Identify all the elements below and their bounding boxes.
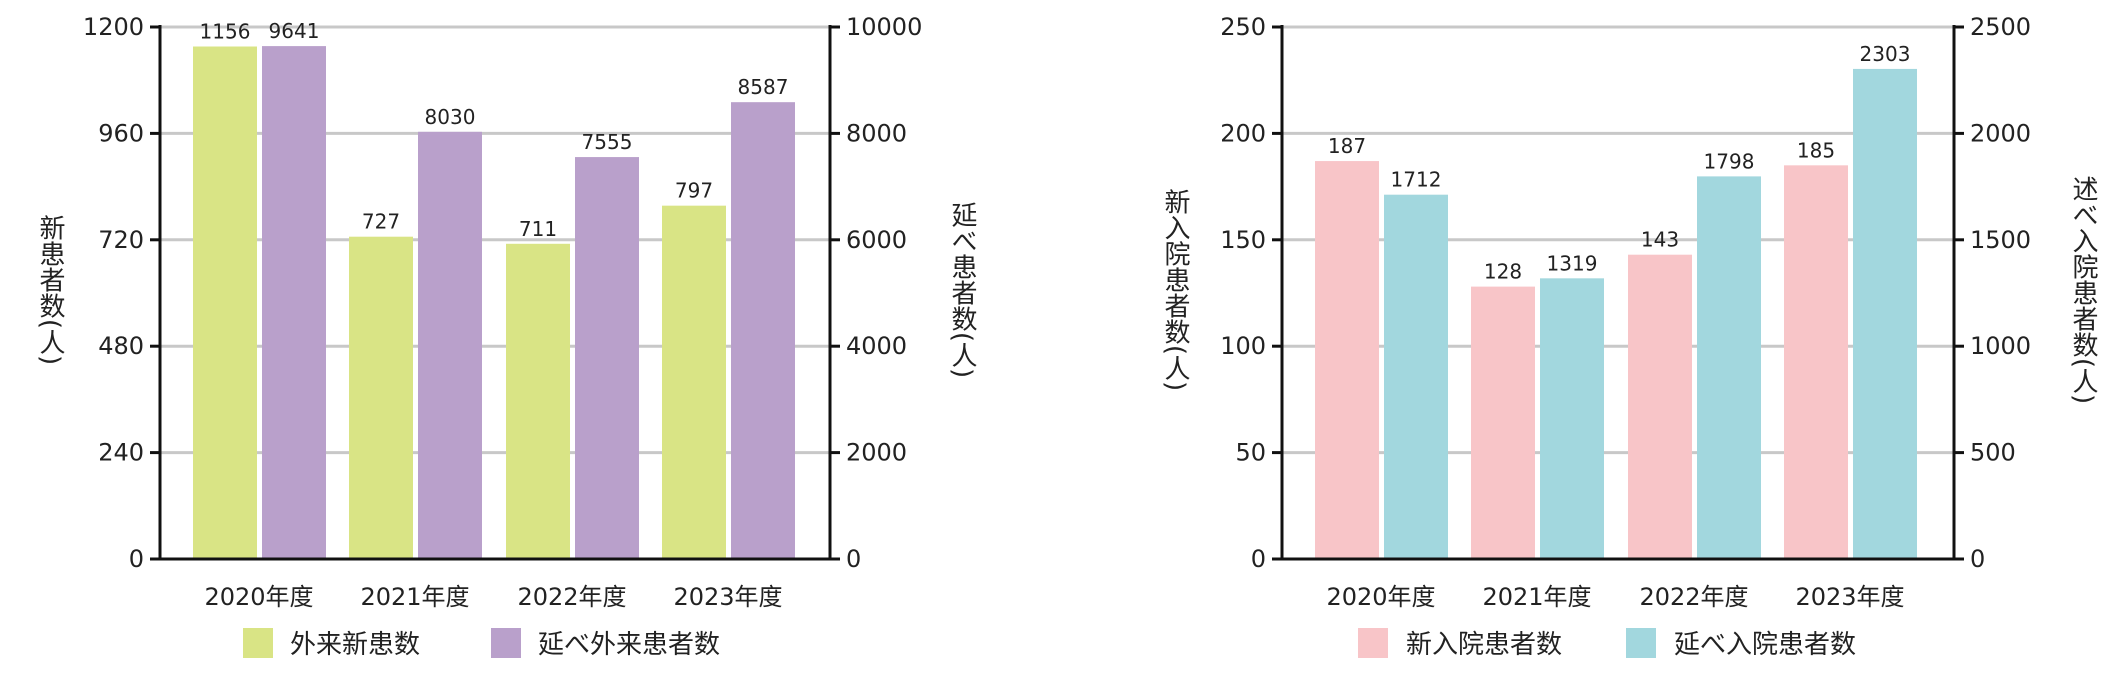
tick-label-left: 0 (129, 545, 144, 573)
tick-label-left: 100 (1220, 332, 1266, 360)
bar-primary (1315, 161, 1379, 559)
tick-label-right: 500 (1970, 439, 2016, 467)
tick-label-right: 4000 (846, 332, 907, 360)
bar-primary (349, 236, 413, 560)
tick-label-left: 250 (1220, 13, 1266, 41)
tick-label-left: 0 (1251, 545, 1266, 573)
legend-label: 外来新患数 (290, 630, 420, 660)
tick-label-left: 200 (1220, 119, 1266, 147)
bar-secondary (418, 131, 482, 559)
bar-primary (506, 243, 570, 560)
bar-primary (193, 46, 257, 560)
data-label: 1798 (1704, 149, 1755, 173)
category-label: 2022年度 (517, 583, 626, 611)
data-label: 8587 (738, 75, 789, 99)
tick-label-right: 1500 (1970, 226, 2031, 254)
tick-label-right: 1000 (1970, 332, 2031, 360)
category-label: 2023年度 (673, 583, 782, 611)
bar-primary (1628, 254, 1692, 560)
bar-secondary (731, 102, 795, 559)
data-label: 1319 (1547, 251, 1598, 275)
tick-label-left: 1200 (83, 13, 144, 41)
bar-secondary (1540, 278, 1604, 559)
category-label: 2020年度 (204, 583, 313, 611)
data-label: 711 (519, 217, 557, 241)
category-label: 2020年度 (1326, 583, 1435, 611)
category-label: 2023年度 (1795, 583, 1904, 611)
data-label: 797 (675, 179, 713, 203)
legend-label: 新入院患者数 (1406, 630, 1562, 660)
data-label: 187 (1328, 134, 1366, 158)
data-label: 2303 (1860, 42, 1911, 66)
bar-primary (662, 205, 726, 559)
legend-swatch (1626, 628, 1656, 658)
bar-secondary (575, 157, 639, 559)
tick-label-right: 2000 (1970, 119, 2031, 147)
y-axis-title-right: 述べ入院患者数(人) (2068, 176, 2098, 404)
data-label: 727 (362, 210, 400, 234)
tick-label-right: 0 (846, 545, 861, 573)
data-label: 1712 (1391, 168, 1442, 192)
tick-label-right: 0 (1970, 545, 1985, 573)
bar-secondary (262, 46, 326, 559)
category-label: 2021年度 (1482, 583, 1591, 611)
legend-swatch (1358, 628, 1388, 658)
legend-label: 延べ外来患者数 (538, 630, 720, 660)
tick-label-right: 8000 (846, 119, 907, 147)
data-label: 185 (1797, 138, 1835, 162)
legend-swatch (491, 628, 521, 658)
legend-swatch (243, 628, 273, 658)
bar-primary (1784, 165, 1848, 559)
tick-label-left: 50 (1235, 439, 1266, 467)
bar-secondary (1697, 176, 1761, 559)
data-label: 9641 (269, 19, 320, 43)
tick-label-right: 2000 (846, 439, 907, 467)
y-axis-title-left: 新入院患者数(人) (1160, 189, 1190, 391)
tick-label-left: 720 (98, 226, 144, 254)
tick-label-right: 6000 (846, 226, 907, 254)
category-label: 2021年度 (360, 583, 469, 611)
y-axis-title-left: 新患者数(人) (35, 215, 65, 365)
tick-label-left: 960 (98, 119, 144, 147)
data-label: 143 (1641, 228, 1679, 252)
data-label: 1156 (200, 20, 251, 44)
legend-label: 延べ入院患者数 (1674, 630, 1856, 660)
data-label: 8030 (425, 105, 476, 129)
tick-label-left: 240 (98, 439, 144, 467)
tick-label-left: 150 (1220, 226, 1266, 254)
category-label: 2022年度 (1639, 583, 1748, 611)
bar-primary (1471, 286, 1535, 559)
bar-secondary (1853, 68, 1917, 559)
data-label: 7555 (582, 130, 633, 154)
bar-secondary (1384, 194, 1448, 559)
tick-label-left: 480 (98, 332, 144, 360)
tick-label-right: 10000 (846, 13, 922, 41)
y-axis-title-right: 延べ患者数(人) (947, 202, 977, 378)
tick-label-right: 2500 (1970, 13, 2031, 41)
data-label: 128 (1484, 260, 1522, 284)
